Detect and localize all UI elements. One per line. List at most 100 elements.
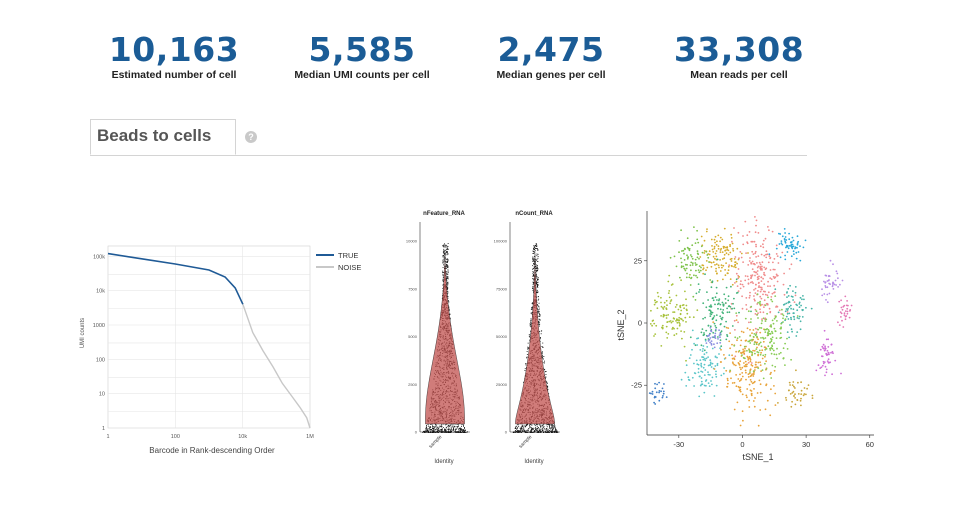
violin-point	[532, 289, 534, 291]
tsne-point	[785, 244, 788, 247]
tsne-point	[793, 316, 795, 318]
violin-point	[530, 319, 532, 321]
violin-point	[445, 265, 447, 267]
violin-point	[535, 248, 537, 249]
tsne-point	[706, 335, 709, 338]
violin-point	[535, 261, 536, 263]
violin-point	[457, 427, 459, 429]
violin-point	[442, 262, 444, 264]
violin-point	[528, 347, 530, 349]
tsne-point	[653, 303, 656, 306]
violin-point	[517, 430, 518, 432]
tsne-point	[766, 253, 769, 256]
violin-point	[544, 360, 545, 362]
tsne-point	[792, 239, 795, 242]
tsne-point	[683, 307, 685, 310]
tsne-point	[666, 337, 669, 339]
tsne-point	[840, 372, 842, 375]
tsne-point	[727, 249, 730, 252]
tsne-point	[737, 268, 740, 270]
tsne-point	[796, 243, 799, 246]
tsne-point	[759, 303, 761, 306]
tsne-point	[672, 311, 674, 313]
tsne-point	[821, 345, 824, 348]
violin-point	[540, 429, 542, 431]
violin-point	[442, 261, 444, 263]
help-icon[interactable]: ?	[245, 131, 257, 143]
violin-point	[440, 431, 441, 433]
tab-beads-to-cells[interactable]: Beads to cells	[90, 119, 236, 155]
violin-point	[529, 323, 531, 325]
tsne-point	[779, 233, 782, 235]
tsne-point	[825, 352, 828, 355]
tsne-point	[778, 353, 781, 355]
violin-point	[444, 249, 446, 251]
tsne-point	[750, 240, 753, 243]
tsne-point	[711, 376, 714, 379]
violin-point	[530, 432, 532, 433]
tsne-point	[735, 272, 738, 275]
violin-point	[540, 430, 541, 432]
tsne-point	[786, 296, 788, 298]
tsne-point	[665, 331, 668, 334]
violin-point	[527, 346, 529, 348]
tsne-point	[767, 226, 769, 228]
violin-point	[441, 428, 443, 430]
tsne-point	[701, 251, 704, 254]
violin-point	[531, 431, 532, 432]
tsne-point	[739, 366, 741, 369]
violin-point	[532, 256, 534, 258]
tsne-point	[722, 372, 725, 375]
tsne-point	[704, 359, 707, 362]
tsne-point	[774, 330, 777, 332]
violin-point	[448, 431, 449, 433]
tsne-point	[799, 328, 802, 331]
tsne-point	[720, 345, 723, 348]
tsne-point	[721, 251, 724, 253]
tsne-point	[755, 366, 758, 368]
metric-value: 33,308	[673, 30, 805, 69]
violin-point	[532, 258, 534, 260]
tsne-point	[839, 311, 842, 313]
tsne-point	[709, 325, 712, 328]
tsne-point	[810, 307, 813, 310]
violin-point	[430, 430, 432, 432]
violin-y-tick-label: 5000	[408, 334, 418, 339]
tsne-point	[657, 295, 660, 298]
violin-xlabel-1: Identity	[524, 459, 543, 465]
violin-point	[447, 300, 449, 301]
tsne-point	[729, 251, 732, 254]
violin-point	[536, 258, 538, 260]
violin-point	[539, 319, 541, 321]
tsne-point	[696, 344, 699, 346]
tsne-point	[769, 347, 771, 350]
violin-point	[443, 431, 445, 433]
tsne-point	[758, 349, 761, 352]
violin-point	[434, 427, 435, 429]
violin-point	[539, 319, 541, 321]
tsne-point	[740, 378, 743, 380]
tsne-point	[770, 352, 773, 355]
tsne-point	[767, 328, 770, 331]
tsne-point	[790, 263, 793, 266]
violin-point	[433, 427, 435, 429]
tsne-point	[788, 381, 791, 384]
violin-point	[446, 258, 448, 260]
violin-point	[524, 430, 525, 431]
tsne-point	[749, 321, 752, 323]
tsne-point	[787, 295, 790, 297]
tsne-point	[701, 264, 704, 267]
violin-point	[538, 321, 539, 322]
tsne-point	[693, 274, 695, 277]
tsne-point	[774, 295, 777, 297]
violin-point	[466, 431, 468, 433]
violin-point	[533, 259, 535, 261]
tsne-point	[787, 318, 790, 320]
tsne-point	[776, 305, 779, 308]
tsne-point	[771, 336, 774, 339]
violin-point	[537, 279, 538, 280]
violin-point	[447, 291, 449, 293]
tsne-point	[698, 265, 701, 267]
tsne-point	[704, 380, 707, 382]
tsne-point	[785, 239, 788, 241]
